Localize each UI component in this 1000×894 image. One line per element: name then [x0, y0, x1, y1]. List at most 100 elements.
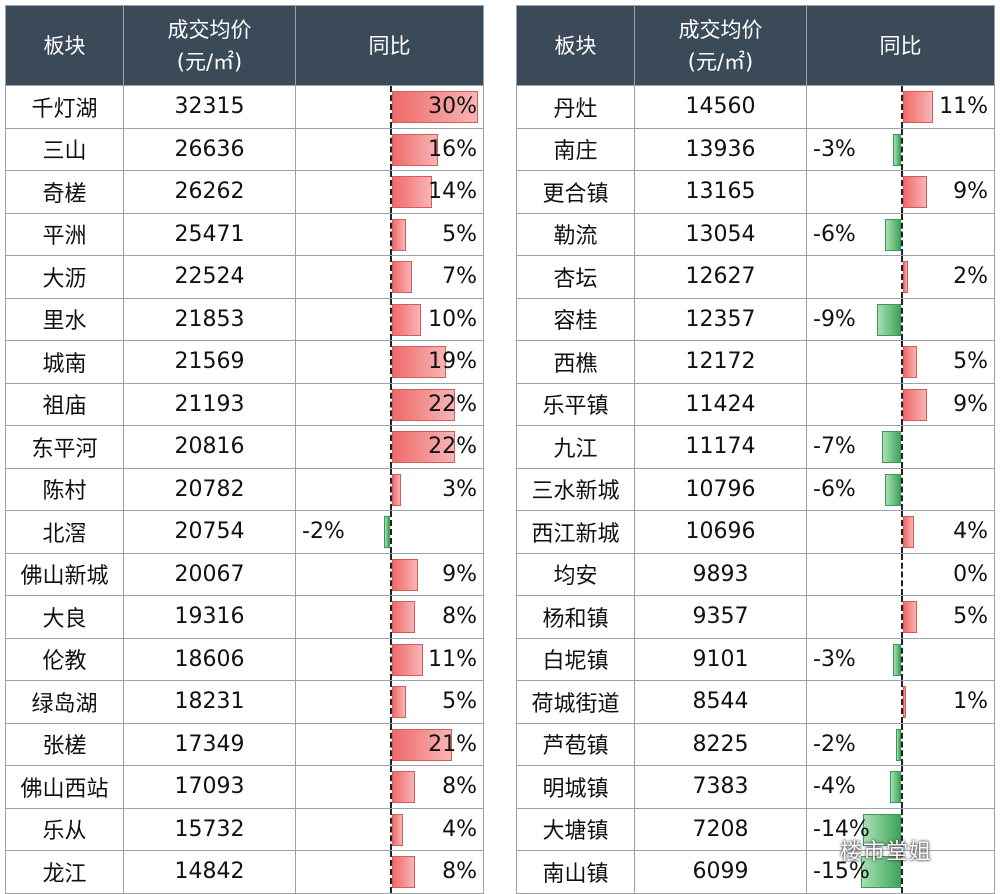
positive-yoy-bar — [392, 771, 415, 803]
col-block-header: 板块 — [5, 5, 124, 86]
zero-axis-line — [390, 213, 392, 255]
col-price-title: 成交均价 — [167, 17, 252, 42]
block-name: 丹灶 — [516, 85, 635, 129]
yoy-cell: 5% — [295, 680, 484, 724]
yoy-cell: 19% — [295, 340, 484, 384]
avg-price: 18231 — [123, 680, 296, 724]
yoy-cell: -6% — [806, 467, 995, 511]
zero-axis-line — [901, 341, 903, 383]
yoy-cell: 8% — [295, 765, 484, 809]
block-name: 勒流 — [516, 212, 635, 256]
yoy-label: 11% — [428, 646, 477, 672]
positive-yoy-bar — [392, 133, 438, 166]
positive-yoy-bar — [903, 388, 928, 421]
header-row: 板块 成交均价 (元/㎡) 同比 — [516, 5, 995, 86]
table-row: 白坭镇 9101 -3% — [516, 637, 995, 681]
block-name: 绿岛湖 — [5, 680, 124, 724]
table-row: 奇槎 26262 14% — [5, 170, 484, 214]
zero-axis-line — [390, 383, 392, 425]
table-row: 三山 26636 16% — [5, 127, 484, 171]
avg-price: 7383 — [634, 765, 807, 809]
avg-price: 8225 — [634, 722, 807, 766]
yoy-label: 3% — [442, 476, 477, 502]
watermark-text: 楼市堂姐 — [840, 840, 933, 865]
table-row: 大塘镇 7208 -14% — [516, 807, 995, 851]
block-name: 南山镇 — [516, 850, 635, 894]
col-price-unit: (元/㎡) — [687, 49, 754, 74]
avg-price: 8544 — [634, 680, 807, 724]
yoy-label: 8% — [442, 604, 477, 629]
block-name: 白坭镇 — [516, 637, 635, 681]
avg-price: 12357 — [634, 297, 807, 341]
table-row: 西樵 12172 5% — [516, 340, 995, 384]
yoy-cell: 5% — [806, 340, 995, 384]
positive-yoy-bar — [903, 261, 909, 293]
table-row: 杨和镇 9357 5% — [516, 595, 995, 639]
zero-axis-line — [390, 426, 392, 468]
yoy-label: 19% — [428, 349, 477, 374]
positive-yoy-bar — [392, 431, 455, 463]
table-row: 大沥 22524 7% — [5, 255, 484, 299]
negative-yoy-bar — [884, 218, 901, 251]
avg-price: 21193 — [123, 382, 296, 426]
yoy-label: 8% — [442, 859, 477, 884]
zero-axis-line — [390, 553, 392, 595]
positive-yoy-bar — [392, 813, 404, 846]
avg-price: 18606 — [123, 637, 296, 681]
block-name: 北滘 — [5, 510, 124, 554]
right-price-table: 板块 成交均价 (元/㎡) 同比 丹灶 14560 11% 南庄 13936 -3% 更合镇… — [516, 5, 995, 894]
block-name: 里水 — [5, 297, 124, 341]
table-row: 西江新城 10696 4% — [516, 510, 995, 554]
yoy-label: -4% — [813, 774, 856, 799]
yoy-label: -7% — [813, 434, 856, 459]
table-row: 佛山西站 17093 8% — [5, 765, 484, 809]
table-row: 容桂 12357 -9% — [516, 297, 995, 341]
avg-price: 21853 — [123, 297, 296, 341]
negative-yoy-bar — [882, 431, 901, 463]
yoy-cell: 11% — [295, 637, 484, 681]
yoy-label: 30% — [428, 94, 477, 119]
header-row: 板块 成交均价 (元/㎡) 同比 — [5, 5, 484, 86]
positive-yoy-bar — [903, 516, 914, 548]
block-name: 西江新城 — [516, 510, 635, 554]
yoy-cell: -14% — [806, 807, 995, 851]
yoy-label: -6% — [813, 221, 856, 247]
yoy-cell: 30% — [295, 85, 484, 129]
zero-axis-line — [901, 213, 903, 255]
yoy-cell: 1% — [806, 680, 995, 724]
avg-price: 32315 — [123, 85, 296, 129]
block-name: 陈村 — [5, 467, 124, 511]
zero-axis-line — [390, 808, 392, 850]
yoy-cell: 22% — [295, 425, 484, 469]
yoy-cell: 7% — [295, 255, 484, 299]
avg-price: 10696 — [634, 510, 807, 554]
avg-price: 9893 — [634, 552, 807, 596]
col-price-unit: (元/㎡) — [176, 49, 243, 74]
zero-axis-line — [390, 468, 392, 510]
yoy-cell: 21% — [295, 722, 484, 766]
avg-price: 11424 — [634, 382, 807, 426]
table-row: 伦教 18606 11% — [5, 637, 484, 681]
yoy-label: 5% — [953, 604, 988, 629]
zero-axis-line — [901, 851, 903, 893]
table-row: 千灯湖 32315 30% — [5, 85, 484, 129]
zero-axis-line — [901, 723, 903, 765]
avg-price: 9101 — [634, 637, 807, 681]
zero-axis-line — [390, 766, 392, 808]
yoy-cell: 8% — [295, 595, 484, 639]
yoy-cell: -7% — [806, 425, 995, 469]
negative-yoy-bar — [384, 516, 390, 548]
yoy-label: 10% — [428, 306, 477, 332]
block-name: 杨和镇 — [516, 595, 635, 639]
table-row: 乐平镇 11424 9% — [516, 382, 995, 426]
zero-axis-line — [901, 681, 903, 723]
positive-yoy-bar — [392, 686, 407, 718]
avg-price: 14560 — [634, 85, 807, 129]
positive-yoy-bar — [903, 601, 917, 633]
table-row: 杏坛 12627 2% — [516, 255, 995, 299]
block-name: 西樵 — [516, 340, 635, 384]
avg-price: 20067 — [123, 552, 296, 596]
zero-axis-line — [901, 256, 903, 298]
positive-yoy-bar — [903, 176, 928, 208]
zero-axis-line — [901, 383, 903, 425]
